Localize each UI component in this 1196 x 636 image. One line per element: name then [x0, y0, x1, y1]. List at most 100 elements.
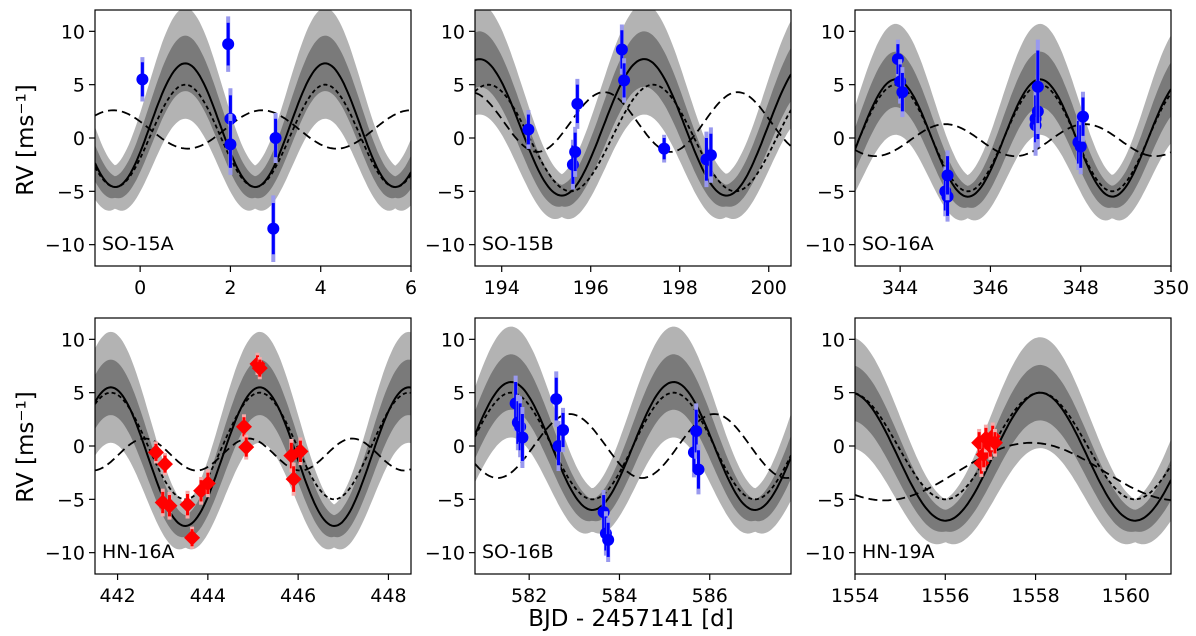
- data-point: [557, 424, 570, 436]
- x-tick-label: 1558: [1011, 585, 1059, 607]
- planet-curve-dotted: [855, 391, 1171, 501]
- panel-label: SO-16A: [862, 233, 934, 255]
- x-tick-label: 1554: [831, 585, 879, 607]
- plot-area: [475, 326, 791, 563]
- data-point: [1031, 80, 1044, 93]
- data-point: [704, 149, 717, 162]
- model-mean-curve: [95, 62, 411, 189]
- panel-label: SO-16B: [482, 541, 554, 563]
- y-tick-label: 10: [441, 329, 465, 351]
- data-point: [179, 496, 196, 513]
- data-point: [522, 123, 535, 136]
- planet-curve-dashed: [855, 123, 1171, 157]
- data-point: [292, 443, 309, 460]
- data-point: [618, 74, 631, 87]
- model-mean-curve: [475, 380, 791, 512]
- y-tick-label: 0: [73, 436, 85, 458]
- data-point: [285, 471, 302, 488]
- planet-curve-dashed: [95, 437, 411, 472]
- panel-hn-16a: −10 −5 0 5 10 442 444 446 448 HN-16A: [45, 317, 412, 607]
- x-tick-label: 346: [972, 277, 1008, 299]
- data-point: [550, 393, 563, 406]
- planet-curve-dashed: [855, 441, 1171, 502]
- data-point: [269, 132, 282, 144]
- y-tick-label: −5: [437, 489, 465, 511]
- x-tick-label: 0: [134, 277, 146, 299]
- data-point: [896, 86, 909, 99]
- x-tick-label: 582: [511, 585, 547, 607]
- y-tick-label: 0: [833, 128, 845, 150]
- gp-band-1sigma: [95, 35, 411, 199]
- data-point: [161, 497, 178, 514]
- data-point: [516, 431, 529, 444]
- y-tick-label: 0: [453, 436, 465, 458]
- panel-label: HN-19A: [862, 541, 935, 563]
- y-tick-label: −5: [437, 181, 465, 203]
- data-point: [692, 463, 705, 476]
- plot-area: [95, 331, 411, 550]
- panel-so-16b: −10 −5 0 5 10 582 584 586 SO-16B: [425, 317, 792, 607]
- panel-so-16a: −10 −5 0 5 10 344 346 348 350 SO-16A: [805, 9, 1189, 299]
- x-tick-label: 446: [280, 585, 316, 607]
- y-tick-label: 0: [833, 436, 845, 458]
- x-tick-label: 584: [601, 585, 637, 607]
- y-tick-label: 10: [821, 21, 845, 43]
- y-tick-label: 5: [833, 75, 845, 97]
- data-point: [235, 418, 252, 435]
- data-point: [267, 222, 280, 235]
- y-tick-label: −10: [45, 235, 85, 257]
- data-point: [941, 169, 954, 182]
- x-tick-label: 1556: [921, 585, 969, 607]
- planet-curve-dotted: [95, 391, 411, 501]
- x-tick-label: 194: [484, 277, 520, 299]
- x-tick-label: 448: [370, 585, 406, 607]
- y-tick-label: 0: [73, 128, 85, 150]
- y-tick-label: −5: [817, 489, 845, 511]
- data-point: [986, 434, 1003, 451]
- y-tick-label: −10: [425, 235, 465, 257]
- x-tick-label: 196: [573, 277, 609, 299]
- model-mean-curve: [95, 386, 411, 528]
- y-axis-label-bottom: RV [ms⁻¹]: [13, 391, 39, 502]
- plot-area: [855, 23, 1171, 222]
- gp-band-1sigma: [475, 354, 791, 522]
- y-tick-label: −5: [57, 181, 85, 203]
- panel-label: SO-15A: [102, 233, 174, 255]
- panel-label: SO-15B: [482, 233, 554, 255]
- y-tick-label: 5: [453, 383, 465, 405]
- x-tick-label: 1560: [1102, 585, 1150, 607]
- model-mean-curve: [855, 391, 1171, 522]
- panel-so-15a: −10 −5 0 5 10 0 2 4 6 SO-15A: [45, 9, 417, 299]
- x-tick-label: 198: [662, 277, 698, 299]
- gp-band-2sigma: [95, 331, 411, 550]
- plot-area: [855, 337, 1171, 545]
- y-tick-label: 0: [453, 128, 465, 150]
- y-tick-label: −10: [805, 543, 845, 565]
- data-point: [147, 444, 164, 461]
- model-mean-curve: [855, 78, 1171, 198]
- x-tick-label: 344: [882, 277, 918, 299]
- data-point: [569, 145, 582, 158]
- y-tick-label: 10: [61, 21, 85, 43]
- data-point: [690, 425, 703, 438]
- y-tick-label: 5: [453, 75, 465, 97]
- y-tick-label: −10: [805, 235, 845, 257]
- plot-area: [475, 10, 791, 220]
- x-tick-label: 442: [99, 585, 135, 607]
- x-tick-label: 444: [190, 585, 226, 607]
- data-point: [184, 529, 201, 546]
- data-point: [224, 138, 237, 151]
- data-point: [571, 97, 584, 110]
- data-point: [222, 38, 235, 51]
- y-tick-label: −10: [425, 543, 465, 565]
- data-point: [1074, 140, 1087, 153]
- planet-curve-dashed: [95, 109, 411, 150]
- data-point: [251, 360, 268, 377]
- planet-curve-dotted: [95, 83, 411, 189]
- panel-so-15b: −10 −5 0 5 10 194 196 198 200 SO-15B: [425, 9, 792, 299]
- x-tick-label: 4: [315, 277, 327, 299]
- panel-hn-19a: −10 −5 0 5 10 1554 1556 1558 1560 HN-19A: [805, 317, 1172, 607]
- y-tick-label: 5: [73, 75, 85, 97]
- y-axis-label-top: RV [ms⁻¹]: [13, 84, 39, 195]
